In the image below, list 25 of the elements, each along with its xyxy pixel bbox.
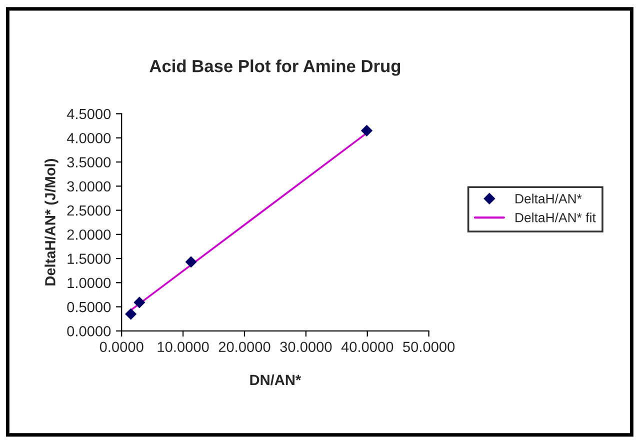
y-tick-label: 2.5000 — [67, 205, 111, 216]
x-tick-label: 30.0000 — [280, 342, 332, 352]
y-tick-label: 4.0000 — [66, 132, 111, 144]
x-tick-label: 0.0000 — [100, 342, 144, 352]
x-tick-label: 50.0000 — [403, 342, 455, 352]
y-tick-label: 0.0000 — [67, 326, 111, 336]
y-tick-label: 3.5000 — [67, 157, 111, 168]
legend-label: DeltaH/AN* — [516, 194, 582, 204]
y-tick-label: 3.0000 — [67, 181, 111, 192]
point — [185, 256, 197, 268]
chart-title: Acid Base Plot for Amine Drug — [150, 59, 400, 76]
x-tick-label: 40.0000 — [341, 342, 394, 352]
y-tick-label: 0.5000 — [67, 302, 111, 312]
point — [361, 124, 372, 136]
point — [125, 308, 136, 320]
y-tick-label: 2.0000 — [67, 230, 111, 240]
point — [134, 296, 146, 308]
y-axis-title: DeltaH/AN* (J/Mol) — [44, 159, 58, 286]
y-tick-label: 1.0000 — [68, 278, 111, 288]
y-tick-label: 4.5000 — [66, 108, 111, 120]
y-tick-label: 1.5000 — [68, 254, 111, 264]
x-tick-label: 10.0000 — [158, 342, 209, 352]
x-tick-label: 20.0000 — [218, 342, 270, 352]
legend-label: DeltaH/AN* fit — [516, 212, 596, 222]
x-axis-title: DN/AN* — [250, 374, 302, 386]
